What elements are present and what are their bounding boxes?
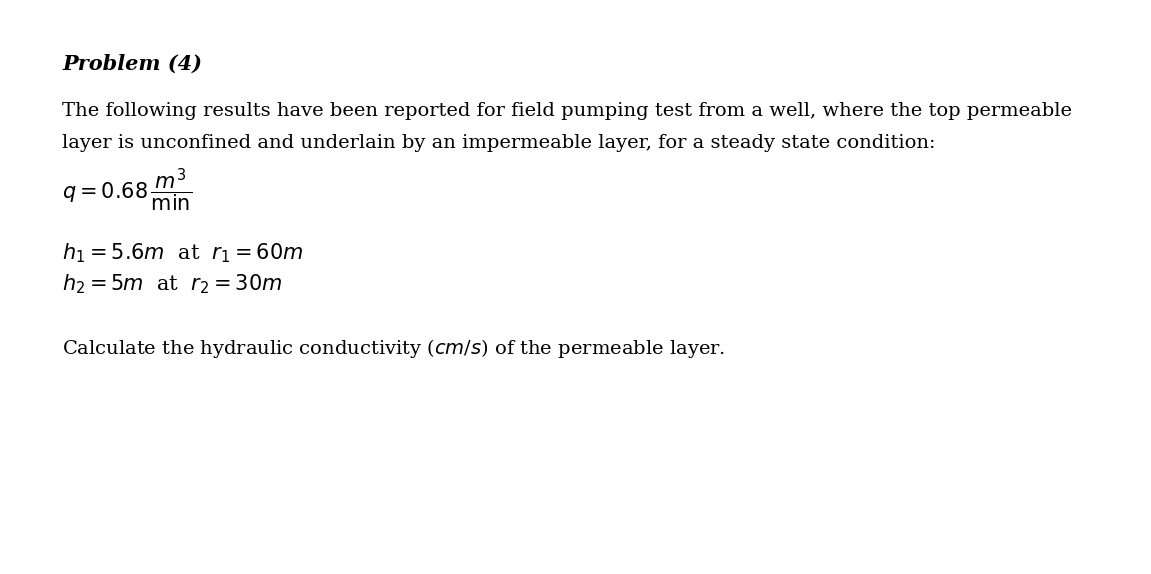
Text: Calculate the hydraulic conductivity ($cm$/$s$) of the permeable layer.: Calculate the hydraulic conductivity ($c… [62, 337, 725, 360]
Text: Problem (4): Problem (4) [62, 54, 201, 74]
Text: $h_2 = 5m$  at  $r_2 = 30m$: $h_2 = 5m$ at $r_2 = 30m$ [62, 272, 282, 296]
Text: layer is unconfined and underlain by an impermeable layer, for a steady state co: layer is unconfined and underlain by an … [62, 134, 936, 152]
Text: The following results have been reported for field pumping test from a well, whe: The following results have been reported… [62, 102, 1072, 120]
Text: $h_1 = 5.6m$  at  $r_1 = 60m$: $h_1 = 5.6m$ at $r_1 = 60m$ [62, 241, 303, 265]
Text: $q = 0.68\,\dfrac{m^3}{\mathrm{min}}$: $q = 0.68\,\dfrac{m^3}{\mathrm{min}}$ [62, 166, 192, 214]
